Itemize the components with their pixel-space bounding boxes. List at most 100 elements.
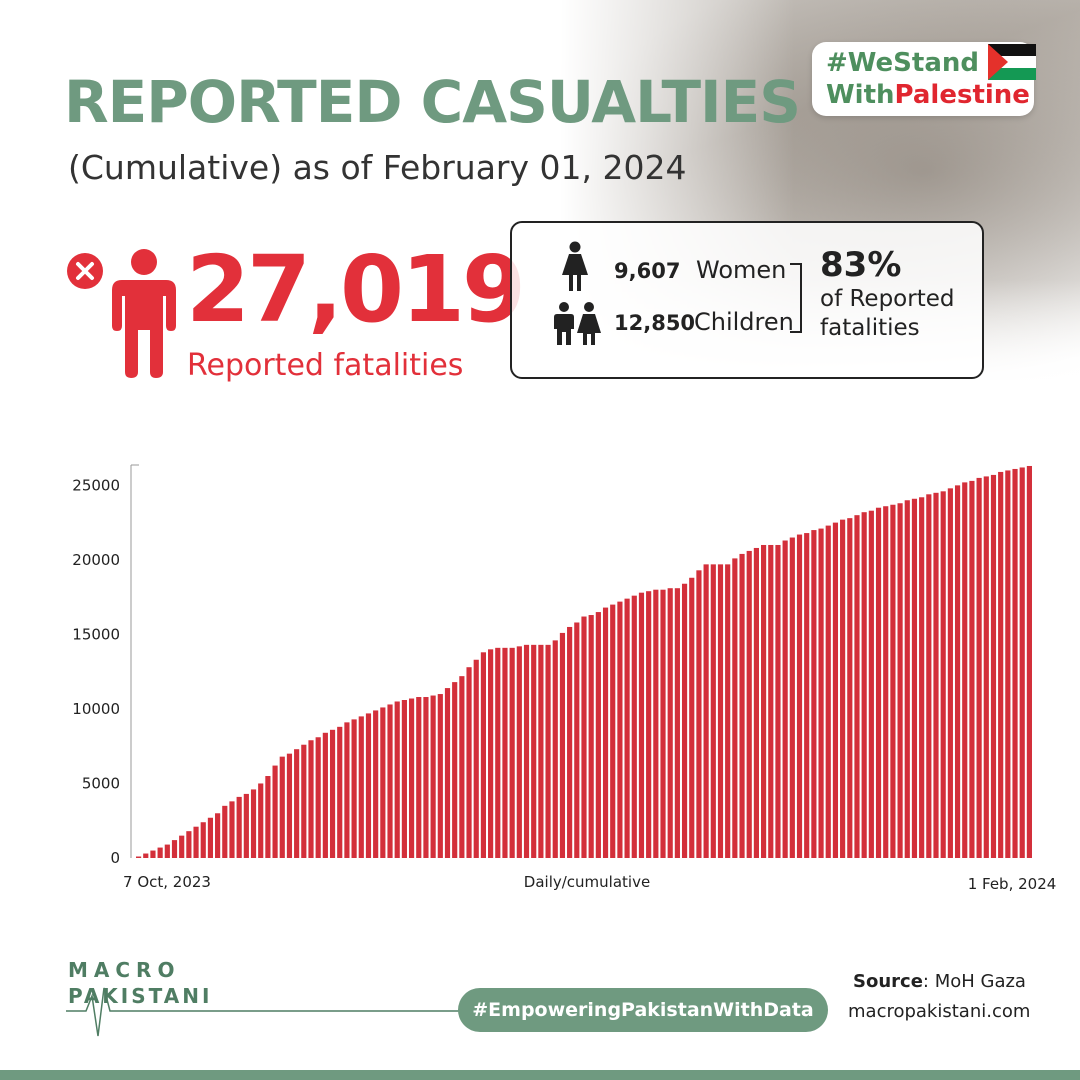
bar (488, 649, 494, 858)
bar (840, 519, 846, 858)
bar (236, 796, 242, 858)
x-start-label: 7 Oct, 2023 (123, 873, 211, 891)
bar (696, 570, 702, 858)
bar (516, 646, 522, 858)
bar (272, 765, 278, 858)
bar (308, 740, 314, 858)
bar (646, 591, 652, 858)
bar (466, 667, 472, 858)
bar (279, 756, 285, 858)
bar (825, 525, 831, 858)
bar (617, 601, 623, 858)
bar (954, 485, 961, 858)
bar (796, 534, 803, 858)
children-icon (554, 302, 601, 345)
bar (258, 783, 264, 858)
bar (875, 507, 882, 858)
bar (509, 647, 515, 858)
bar (717, 564, 724, 858)
bar (452, 682, 458, 858)
bar (337, 726, 343, 858)
bar (222, 805, 228, 858)
bar (660, 589, 666, 858)
x-axis-label: Daily/cumulative (524, 873, 650, 891)
bar (595, 612, 601, 858)
y-axis-ticks: 0 5000 10000 15000 20000 25000 (72, 476, 120, 867)
bar (674, 588, 680, 858)
bar (136, 856, 142, 858)
bar (732, 558, 738, 858)
bar (523, 644, 530, 858)
bar (1019, 467, 1025, 858)
bar (983, 476, 989, 858)
bar (854, 515, 860, 858)
bar (782, 540, 788, 858)
bar (250, 789, 257, 858)
bar (401, 700, 407, 858)
women-count: 9,607 (614, 259, 681, 283)
bar (897, 503, 903, 858)
bar (559, 632, 566, 858)
bar (739, 553, 745, 858)
bar (423, 697, 429, 858)
bar (581, 616, 587, 858)
bar (157, 847, 163, 858)
hashtag-badge: #WeStand WithPalestine (812, 42, 1036, 116)
bar (200, 822, 206, 858)
women-label: Women (696, 256, 787, 284)
bar (552, 640, 558, 858)
bar (171, 840, 178, 858)
bar (430, 695, 436, 858)
bar (681, 583, 688, 858)
tagline-pill: #EmpoweringPakistanWithData (458, 988, 828, 1032)
bar (574, 622, 580, 858)
bar (911, 498, 918, 858)
bar (150, 850, 156, 858)
bar (394, 701, 400, 858)
logo-text-macro: MACRO (68, 958, 181, 982)
bar (832, 522, 839, 858)
bar (380, 707, 386, 858)
bracket-divider (790, 263, 802, 333)
bar (883, 506, 889, 858)
bar (775, 544, 781, 858)
page-title: REPORTED CASUALTIES (64, 68, 801, 136)
bar (294, 749, 300, 858)
bar (746, 550, 752, 858)
bar (631, 595, 637, 858)
woman-icon (562, 241, 588, 291)
bar (976, 477, 982, 858)
children-count: 12,850 (614, 311, 696, 335)
website-text: macropakistani.com (848, 1001, 1031, 1022)
hashtag-palestine: Palestine (894, 80, 1030, 110)
children-label: Children (694, 308, 794, 336)
bar (689, 577, 695, 858)
y-tick-label: 15000 (72, 625, 120, 643)
bar (588, 615, 594, 858)
bar (229, 801, 235, 858)
bar (890, 504, 896, 858)
bar (753, 547, 759, 858)
bar (193, 826, 199, 858)
bar (789, 537, 795, 858)
bar (329, 729, 336, 858)
bar (265, 776, 271, 858)
bar (502, 647, 508, 858)
bar (1012, 468, 1018, 858)
bar (215, 813, 221, 858)
bar (969, 480, 975, 858)
bar (408, 698, 415, 858)
total-fatalities-label: Reported fatalities (187, 348, 464, 383)
bar (725, 564, 731, 858)
bar (387, 704, 393, 858)
bar (947, 488, 953, 858)
bar (998, 471, 1004, 858)
bar (373, 710, 379, 858)
bar (667, 588, 673, 858)
bottom-accent-bar (0, 1070, 1080, 1080)
bar (286, 753, 293, 858)
bar (761, 544, 767, 858)
bar (164, 844, 170, 858)
bar (710, 564, 716, 858)
percent-value: 83% (820, 245, 902, 285)
